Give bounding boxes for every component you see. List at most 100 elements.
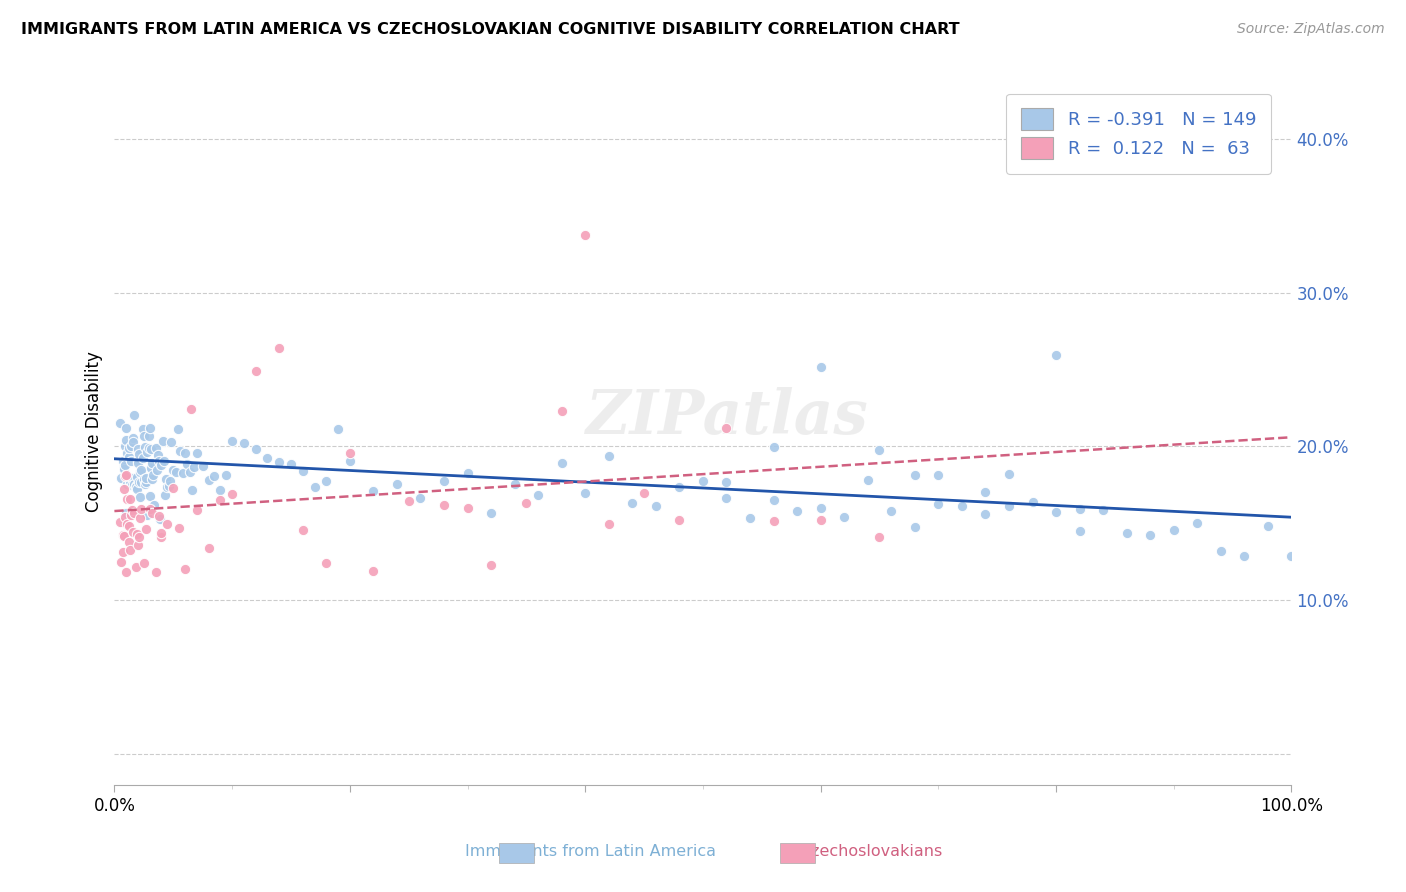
Point	[479, 506, 502, 520]
Point	[1045, 505, 1067, 519]
Point	[191, 459, 214, 474]
Point	[786, 503, 808, 517]
Point	[927, 497, 949, 511]
Point	[716, 421, 738, 435]
Point	[122, 524, 145, 539]
Point	[112, 528, 135, 542]
Point	[124, 559, 146, 574]
Point	[621, 495, 644, 509]
Point	[291, 523, 314, 537]
Point	[856, 474, 879, 488]
Point	[115, 506, 138, 520]
Point	[150, 525, 173, 540]
Point	[869, 530, 891, 544]
Point	[114, 509, 136, 524]
Point	[129, 465, 152, 479]
Point	[112, 482, 135, 496]
Point	[132, 557, 155, 571]
Point	[127, 442, 149, 457]
Point	[1139, 527, 1161, 541]
Point	[167, 521, 190, 535]
Point	[150, 531, 173, 545]
Point	[245, 364, 267, 378]
Point	[433, 474, 456, 488]
Point	[304, 479, 326, 493]
Point	[904, 519, 927, 533]
Point	[172, 467, 194, 481]
Point	[127, 456, 149, 470]
Point	[138, 421, 160, 435]
Point	[339, 446, 361, 460]
Point	[176, 457, 198, 471]
Point	[132, 428, 155, 442]
Point	[124, 480, 146, 494]
Point	[998, 499, 1021, 513]
Y-axis label: Cognitive Disability: Cognitive Disability	[86, 351, 103, 511]
Point	[156, 517, 179, 532]
Point	[121, 471, 143, 485]
Point	[832, 509, 855, 524]
Point	[136, 444, 159, 458]
Point	[1021, 495, 1043, 509]
Point	[111, 545, 134, 559]
Point	[138, 441, 160, 455]
Point	[515, 496, 537, 510]
Point	[143, 498, 166, 512]
Point	[117, 450, 139, 464]
Point	[1187, 516, 1209, 530]
Point	[120, 454, 142, 468]
Point	[155, 472, 177, 486]
Point	[135, 471, 157, 485]
Point	[409, 491, 432, 505]
Point	[141, 472, 163, 486]
Point	[124, 506, 146, 520]
Point	[146, 448, 169, 462]
Point	[291, 464, 314, 478]
Point	[527, 488, 550, 502]
Point	[204, 469, 226, 483]
Point	[215, 468, 238, 483]
Point	[112, 459, 135, 474]
Point	[550, 403, 572, 417]
Point	[1092, 503, 1115, 517]
Point	[117, 519, 139, 533]
Point	[118, 491, 141, 506]
Point	[134, 476, 156, 491]
Point	[1069, 501, 1091, 516]
Point	[125, 482, 148, 496]
Point	[118, 476, 141, 491]
Point	[124, 479, 146, 493]
Point	[738, 511, 761, 525]
Point	[503, 476, 526, 491]
Point	[131, 450, 153, 465]
Point	[110, 416, 132, 430]
Point	[115, 420, 138, 434]
Point	[221, 434, 243, 448]
Point	[315, 475, 337, 489]
Point	[762, 493, 785, 508]
Point	[209, 483, 232, 497]
Point	[131, 475, 153, 489]
Point	[256, 450, 278, 465]
Point	[125, 527, 148, 541]
Point	[139, 442, 162, 457]
Point	[118, 474, 141, 488]
Point	[1069, 524, 1091, 538]
Point	[280, 457, 302, 471]
Point	[160, 434, 183, 449]
Point	[880, 503, 903, 517]
Point	[668, 480, 690, 494]
Point	[574, 485, 596, 500]
Point	[598, 450, 620, 464]
Point	[998, 467, 1021, 482]
Point	[153, 454, 176, 468]
Point	[1209, 544, 1232, 558]
Point	[974, 507, 997, 521]
Point	[129, 510, 152, 524]
Point	[145, 441, 167, 455]
Point	[186, 502, 208, 516]
Point	[165, 465, 187, 479]
Point	[221, 487, 243, 501]
Point	[157, 479, 180, 493]
Point	[117, 441, 139, 455]
